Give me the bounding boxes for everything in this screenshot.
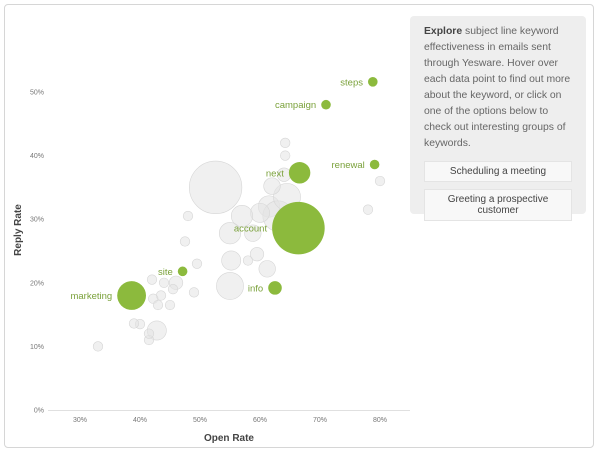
background-bubble[interactable]: [362, 204, 374, 215]
background-bubble[interactable]: [218, 222, 242, 245]
y-tick-label: 10%: [30, 344, 44, 351]
highlighted-bubbles: [117, 77, 380, 310]
background-bubble[interactable]: [189, 160, 243, 214]
background-bubble[interactable]: [249, 247, 265, 262]
x-tick-label: 30%: [73, 417, 87, 424]
background-bubble[interactable]: [182, 210, 194, 222]
bubble-label-info: info: [248, 283, 263, 294]
background-bubble[interactable]: [158, 277, 170, 288]
x-tick-label: 40%: [133, 417, 147, 424]
option-scheduling-meeting-button[interactable]: Scheduling a meeting: [424, 161, 572, 182]
bubble-labels: steps campaign renewal next account site info m…: [70, 77, 364, 302]
background-bubble[interactable]: [152, 299, 164, 311]
bubble-steps[interactable]: [368, 77, 378, 87]
background-bubble[interactable]: [167, 284, 179, 295]
background-bubbles: [92, 137, 386, 352]
explore-description: Explore subject line keyword effectivene…: [424, 24, 572, 152]
bubble-account[interactable]: [272, 201, 325, 255]
background-bubble[interactable]: [179, 236, 191, 247]
background-bubble[interactable]: [216, 272, 244, 300]
background-bubble[interactable]: [146, 274, 158, 285]
background-bubble[interactable]: [143, 328, 155, 339]
bubble-info[interactable]: [268, 281, 282, 295]
background-bubble[interactable]: [221, 250, 242, 271]
background-bubble[interactable]: [188, 287, 200, 298]
background-bubble[interactable]: [242, 255, 254, 266]
explore-lead: Explore: [424, 26, 463, 37]
bubble-label-renewal: renewal: [332, 160, 365, 171]
x-tick-label: 70%: [313, 417, 327, 424]
background-bubble[interactable]: [92, 341, 104, 352]
x-axis-ticks: 30% 40% 50% 60% 70% 80%: [73, 417, 387, 424]
bubble-label-marketing: marketing: [70, 291, 112, 302]
bubble-renewal[interactable]: [369, 159, 380, 170]
bubble-campaign[interactable]: [321, 99, 331, 110]
background-bubble[interactable]: [250, 202, 270, 223]
background-bubble[interactable]: [244, 224, 262, 242]
y-tick-label: 50%: [30, 90, 44, 97]
bubble-label-site: site: [158, 267, 173, 278]
bubble-site[interactable]: [177, 266, 188, 277]
background-bubble[interactable]: [191, 258, 203, 269]
bubble-marketing[interactable]: [117, 281, 146, 310]
y-axis-ticks: 0% 10% 20% 30% 40% 50%: [30, 90, 44, 415]
background-bubble[interactable]: [263, 177, 281, 195]
x-tick-label: 80%: [373, 417, 387, 424]
y-axis-label: Reply Rate: [13, 204, 24, 256]
bubble-label-campaign: campaign: [275, 100, 316, 111]
background-bubble[interactable]: [230, 204, 254, 228]
bubble-label-next: next: [266, 168, 284, 179]
background-bubble[interactable]: [128, 318, 140, 329]
background-bubble[interactable]: [374, 175, 386, 187]
option-greeting-customer-button[interactable]: Greeting a prospective customer: [424, 189, 572, 221]
bubble-label-steps: steps: [340, 77, 363, 88]
explore-panel: Explore subject line keyword effectivene…: [410, 16, 586, 221]
x-tick-label: 50%: [193, 417, 207, 424]
y-tick-label: 0%: [34, 408, 44, 415]
background-bubble[interactable]: [258, 260, 276, 278]
background-bubble[interactable]: [164, 299, 176, 311]
x-tick-label: 60%: [253, 417, 267, 424]
explore-text: subject line keyword effectiveness in em…: [424, 26, 571, 149]
y-tick-label: 40%: [30, 153, 44, 160]
background-bubble[interactable]: [280, 137, 291, 148]
bubble-label-account: account: [234, 224, 268, 235]
bubble-next[interactable]: [288, 162, 311, 184]
background-bubble[interactable]: [280, 150, 291, 161]
x-axis-label: Open Rate: [204, 433, 254, 444]
y-tick-label: 20%: [30, 280, 44, 287]
y-tick-label: 30%: [30, 217, 44, 224]
